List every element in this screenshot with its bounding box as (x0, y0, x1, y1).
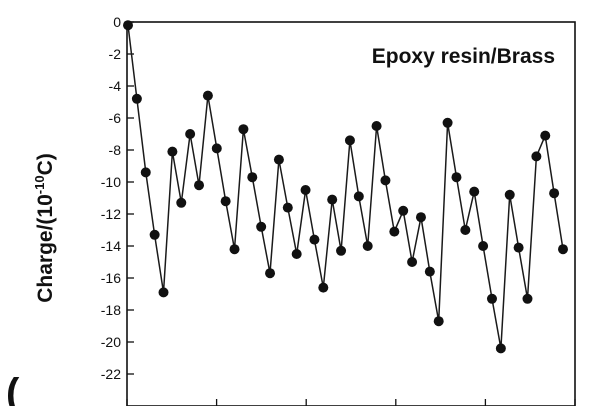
data-point (318, 282, 329, 293)
data-point (167, 146, 178, 157)
data-point (300, 185, 311, 195)
data-point (513, 242, 524, 253)
data-point (495, 343, 506, 354)
data-point (353, 191, 364, 202)
data-point (540, 130, 551, 141)
data-point (194, 180, 205, 191)
series-line (127, 25, 564, 349)
data-point (336, 245, 347, 256)
data-point (460, 225, 471, 235)
data-point (309, 234, 320, 245)
data-point (398, 205, 409, 216)
data-point (415, 212, 426, 223)
data-point (185, 129, 196, 139)
y-axis-label-unit: C) (34, 153, 57, 175)
data-point (433, 316, 444, 327)
data-point (158, 287, 169, 298)
data-point (238, 124, 249, 135)
data-point (229, 244, 240, 255)
data-point (469, 186, 480, 197)
y-tick-label: -20 (101, 334, 121, 350)
data-point (362, 241, 373, 251)
data-point (549, 188, 560, 199)
data-point (344, 135, 355, 146)
data-point (407, 257, 418, 267)
data-point (211, 143, 222, 154)
data-point (291, 249, 302, 259)
data-point (424, 266, 435, 277)
corner-fragment-icon: ( (6, 371, 20, 406)
y-axis-label-exponent: -10 (32, 175, 47, 194)
data-point (371, 121, 382, 131)
y-tick-label: -16 (101, 270, 121, 286)
y-tick-label: -18 (101, 302, 121, 318)
y-tick-label: -4 (109, 78, 122, 94)
data-point (531, 151, 542, 162)
x-axis (126, 399, 576, 406)
data-point (256, 221, 267, 232)
y-axis: 0 -2 -4 -6 -8 -10 -12 -14 -16 -18 -20 -22 (101, 14, 134, 382)
data-point (140, 167, 151, 178)
data-point (451, 172, 462, 183)
y-tick-label: -2 (109, 46, 122, 62)
y-axis-label-main: Charge/(10 (34, 194, 57, 303)
data-point (247, 172, 258, 183)
plot-frame (126, 21, 576, 407)
y-tick-label: -12 (101, 206, 121, 222)
data-point (202, 90, 213, 101)
y-tick-label: -10 (101, 174, 121, 190)
data-point (442, 117, 453, 128)
y-tick-label: -8 (109, 142, 122, 158)
data-point (220, 196, 231, 207)
data-point (123, 20, 133, 31)
y-tick-label: -22 (101, 366, 121, 382)
y-tick-label: 0 (113, 14, 121, 30)
data-point (478, 241, 489, 251)
data-point (380, 175, 391, 186)
data-point (149, 229, 160, 240)
y-tick-label: -14 (101, 238, 121, 254)
chart-annotation: Epoxy resin/Brass (372, 45, 555, 68)
series-markers (123, 20, 568, 354)
data-point (265, 268, 276, 279)
data-point (389, 226, 400, 237)
data-point (486, 293, 497, 304)
y-axis-label: Charge/(10-10C) (32, 153, 57, 303)
data-point (131, 93, 142, 104)
y-tick-label: -6 (109, 110, 122, 126)
data-point (327, 194, 338, 205)
data-point (282, 202, 293, 213)
data-point (176, 197, 187, 208)
data-point (504, 189, 515, 200)
data-point (273, 154, 284, 165)
data-point (558, 244, 568, 255)
svg-text:Charge/(10-10C): Charge/(10-10C) (32, 153, 57, 303)
data-point (522, 293, 533, 304)
